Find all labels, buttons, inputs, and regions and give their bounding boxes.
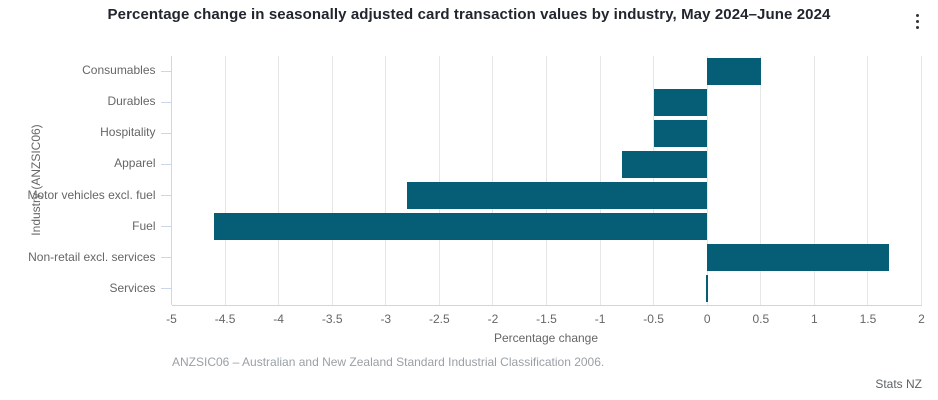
x-axis-line [171, 304, 922, 306]
category-label: Motor vehicles excl. fuel [27, 187, 156, 202]
chart-context-menu-icon[interactable] [904, 8, 930, 34]
gridline [813, 55, 815, 305]
kebab-dot [915, 13, 919, 17]
category-label: Durables [107, 94, 156, 109]
x-axis-title: Percentage change [493, 331, 599, 345]
gridline [760, 55, 762, 305]
y-tick-mark [161, 288, 171, 290]
category-label: Services [109, 280, 156, 295]
x-tick-label: 2 [918, 312, 925, 326]
x-tick-label: -1 [594, 312, 606, 326]
category-label: Non-retail excl. services [28, 249, 156, 264]
bar-services[interactable] [706, 275, 709, 303]
category-label: Consumables [82, 63, 156, 78]
y-axis-title: Industry (ANZSIC06) [29, 124, 43, 236]
stats-nz-attribution: Stats NZ [875, 377, 922, 391]
y-tick-mark [161, 226, 171, 228]
x-tick-label: -3 [380, 312, 392, 326]
bar-non-retail-excl-services[interactable] [707, 244, 890, 272]
bar-motor-vehicles-excl-fuel[interactable] [407, 182, 708, 210]
kebab-dot [915, 25, 919, 29]
gridline [867, 55, 869, 305]
gridline [706, 55, 708, 305]
gridline [331, 55, 333, 305]
x-tick-label: -3.5 [321, 312, 343, 326]
category-label: Apparel [114, 156, 156, 171]
gridline [278, 55, 280, 305]
x-tick-label: 1.5 [859, 312, 877, 326]
gridline [921, 55, 922, 305]
x-tick-label: -1.5 [536, 312, 557, 326]
gridline [599, 55, 601, 305]
x-tick-label: 0 [703, 312, 711, 326]
x-tick-label: -5 [166, 312, 177, 326]
bar-apparel[interactable] [621, 150, 708, 178]
gridline [653, 55, 655, 305]
bar-durables[interactable] [653, 88, 708, 116]
x-tick-label: -2 [487, 312, 499, 326]
bar-consumables[interactable] [707, 57, 761, 85]
gridline [438, 55, 440, 305]
y-tick-mark [161, 101, 171, 103]
x-tick-label: 0.5 [752, 312, 770, 326]
y-tick-mark [161, 70, 171, 72]
x-tick-label: -4.5 [214, 312, 236, 326]
y-tick-mark [161, 132, 171, 134]
gridline [224, 55, 226, 305]
y-tick-mark [161, 257, 171, 259]
kebab-dot [915, 19, 919, 23]
bar-hospitality[interactable] [653, 119, 708, 147]
gridline [492, 55, 494, 305]
x-tick-label: -2.5 [429, 312, 450, 326]
bar-fuel[interactable] [214, 213, 708, 241]
category-label: Fuel [132, 218, 156, 233]
gridline [546, 55, 547, 305]
chart-title: Percentage change in seasonally adjusted… [107, 6, 831, 23]
x-tick-label: 1 [811, 312, 818, 326]
y-tick-mark [161, 195, 171, 197]
gridline [385, 55, 387, 305]
y-tick-mark [161, 163, 171, 165]
x-tick-label: -4 [273, 312, 284, 326]
chart-footnote: ANZSIC06 – Australian and New Zealand St… [172, 355, 605, 369]
category-label: Hospitality [100, 125, 156, 140]
x-tick-label: -0.5 [643, 312, 664, 326]
y-axis-line [171, 55, 172, 305]
